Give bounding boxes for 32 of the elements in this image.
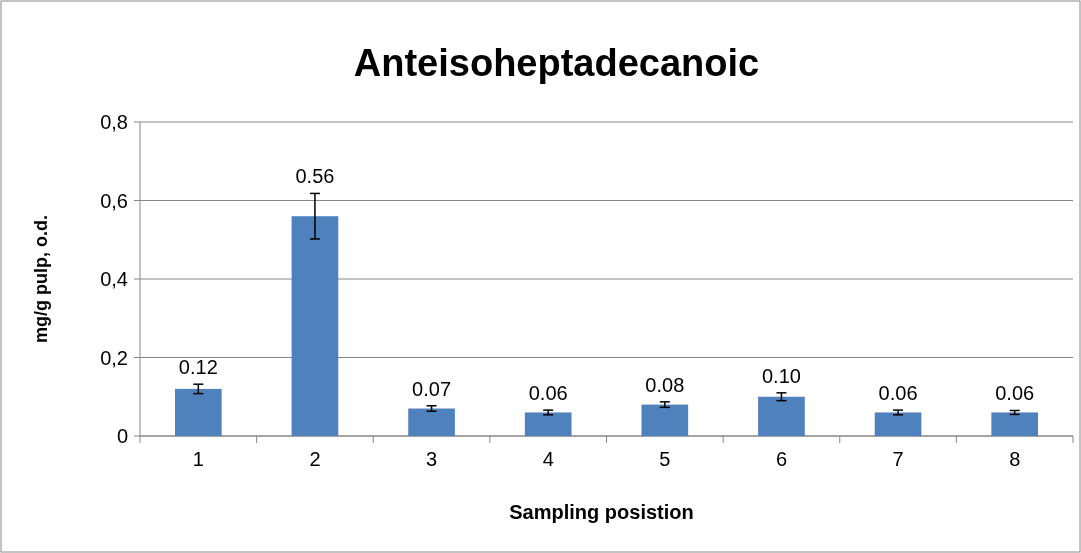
data-label: 0.08 [645,373,685,396]
data-label: 0.06 [528,382,568,405]
data-label: 0.06 [995,382,1035,405]
x-tick-label: 1 [192,448,204,470]
x-tick-label: 6 [775,448,787,470]
y-tick-label: 0 [116,425,128,447]
y-tick-label: 0,4 [100,268,128,290]
x-tick-label: 5 [659,448,671,470]
bar [408,408,455,436]
bar [641,404,689,436]
data-label: 0.12 [178,356,218,379]
bar [174,388,222,436]
bar [758,396,805,436]
bar [874,412,922,436]
x-tick-label: 8 [1009,448,1021,470]
x-tick-label: 7 [892,448,904,470]
y-tick-label: 0,8 [100,111,128,133]
x-axis-title: Sampling posistion [509,501,694,523]
data-label: 0.56 [295,165,335,188]
x-tick-label: 2 [309,448,321,470]
data-label: 0.07 [412,377,452,400]
x-tick-label: 4 [542,448,554,470]
x-tick-label: 3 [426,448,438,470]
data-label: 0.06 [878,382,918,405]
y-axis-title: mg/g pulp, o.d. [31,215,51,343]
bar [291,216,339,436]
bar [524,412,572,436]
data-label: 0.10 [761,364,801,387]
chart-title: Anteisoheptadecanoic [353,42,760,84]
y-tick-label: 0,2 [100,346,128,369]
y-tick-label: 0,6 [100,189,128,212]
bar [991,412,1039,436]
